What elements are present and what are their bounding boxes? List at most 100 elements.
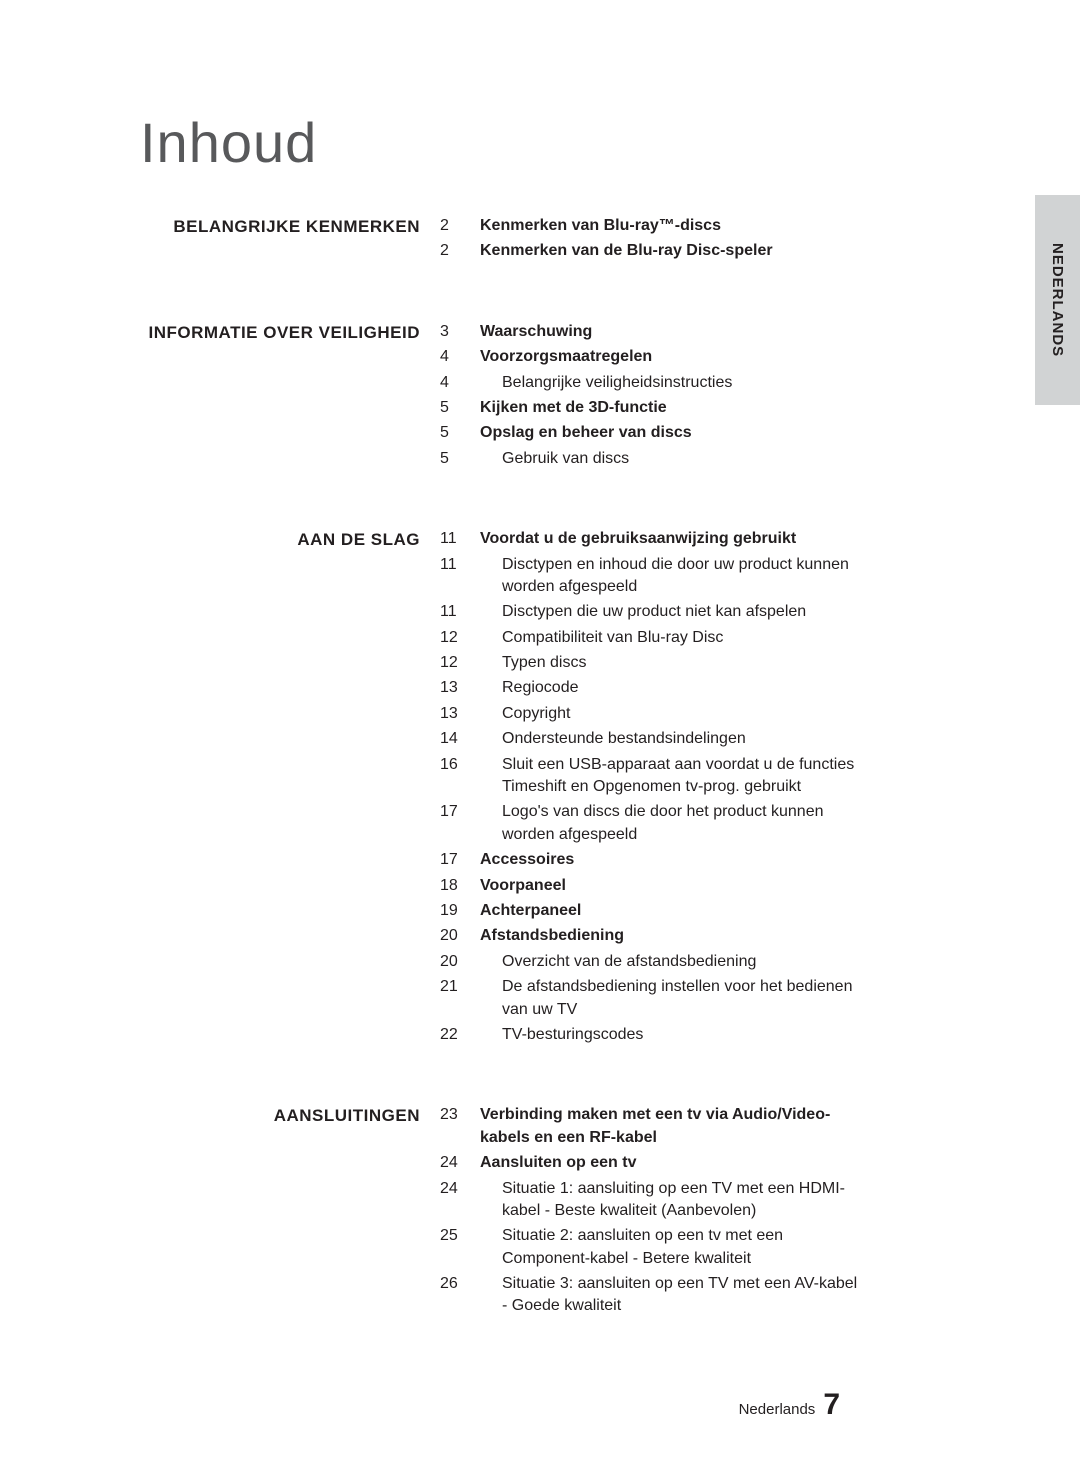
toc-entry: 5Gebruik van discs [440, 448, 990, 470]
entry-text: Disctypen die uw product niet kan afspel… [480, 601, 990, 623]
entry-text: Gebruik van discs [480, 448, 990, 470]
toc-entry: 11Disctypen en inhoud die door uw produc… [440, 554, 990, 599]
entry-page-number: 22 [440, 1024, 480, 1046]
toc-section: INFORMATIE OVER VEILIGHEID3Waarschuwing4… [140, 321, 990, 473]
toc-entry: 4Voorzorgsmaatregelen [440, 346, 990, 368]
entry-text: Logo's van discs die door het product ku… [480, 801, 990, 846]
toc-entry: 17Accessoires [440, 849, 990, 871]
section-title: AANSLUITINGEN [140, 1104, 440, 1321]
section-entries: 3Waarschuwing4Voorzorgsmaatregelen4Belan… [440, 321, 990, 473]
entry-page-number: 24 [440, 1178, 480, 1223]
toc-entry: 12Typen discs [440, 652, 990, 674]
entry-text: Kijken met de 3D-functie [480, 397, 990, 419]
entry-text: Aansluiten op een tv [480, 1152, 990, 1174]
entry-text: Afstandsbediening [480, 925, 990, 947]
toc-entry: 21De afstandsbediening instellen voor he… [440, 976, 990, 1021]
toc-entry: 20Afstandsbediening [440, 925, 990, 947]
entry-page-number: 4 [440, 372, 480, 394]
entry-text: Copyright [480, 703, 990, 725]
toc-entry: 5Kijken met de 3D-functie [440, 397, 990, 419]
entry-page-number: 2 [440, 215, 480, 237]
entry-text: Compatibiliteit van Blu-ray Disc [480, 627, 990, 649]
entry-page-number: 11 [440, 528, 480, 550]
toc-entry: 11Disctypen die uw product niet kan afsp… [440, 601, 990, 623]
entry-page-number: 11 [440, 601, 480, 623]
section-title: AAN DE SLAG [140, 528, 440, 1049]
toc-section: BELANGRIJKE KENMERKEN2Kenmerken van Blu-… [140, 215, 990, 266]
page-footer: Nederlands 7 [739, 1388, 840, 1422]
entry-page-number: 20 [440, 925, 480, 947]
toc-entry: 16Sluit een USB-apparaat aan voordat u d… [440, 754, 990, 799]
entry-text: Disctypen en inhoud die door uw product … [480, 554, 990, 599]
entry-page-number: 24 [440, 1152, 480, 1174]
entry-text: Belangrijke veiligheidsinstructies [480, 372, 990, 394]
entry-page-number: 3 [440, 321, 480, 343]
section-entries: 11Voordat u de gebruiksaanwijzing gebrui… [440, 528, 990, 1049]
entry-page-number: 18 [440, 875, 480, 897]
entry-text: Kenmerken van de Blu-ray Disc-speler [480, 240, 990, 262]
toc-section: AAN DE SLAG11Voordat u de gebruiksaanwij… [140, 528, 990, 1049]
entry-page-number: 5 [440, 448, 480, 470]
footer-page-number: 7 [823, 1388, 840, 1422]
entry-page-number: 14 [440, 728, 480, 750]
toc-entry: 12Compatibiliteit van Blu-ray Disc [440, 627, 990, 649]
entry-page-number: 5 [440, 422, 480, 444]
entry-page-number: 2 [440, 240, 480, 262]
entry-text: Sluit een USB-apparaat aan voordat u de … [480, 754, 990, 799]
toc-entry: 14Ondersteunde bestandsindelingen [440, 728, 990, 750]
entry-page-number: 17 [440, 849, 480, 871]
entry-text: Typen discs [480, 652, 990, 674]
toc-entry: 24Situatie 1: aansluiting op een TV met … [440, 1178, 990, 1223]
toc-entry: 23Verbinding maken met een tv via Audio/… [440, 1104, 990, 1149]
entry-page-number: 17 [440, 801, 480, 846]
section-title: BELANGRIJKE KENMERKEN [140, 215, 440, 266]
entry-page-number: 12 [440, 627, 480, 649]
entry-text: Overzicht van de afstandsbediening [480, 951, 990, 973]
entry-text: Situatie 1: aansluiting op een TV met ee… [480, 1178, 990, 1223]
entry-text: Regiocode [480, 677, 990, 699]
section-title: INFORMATIE OVER VEILIGHEID [140, 321, 440, 473]
language-tab: NEDERLANDS [1035, 195, 1080, 405]
entry-page-number: 13 [440, 677, 480, 699]
entry-page-number: 5 [440, 397, 480, 419]
entry-text: Situatie 2: aansluiten op een tv met een… [480, 1225, 990, 1270]
toc-entry: 4Belangrijke veiligheidsinstructies [440, 372, 990, 394]
entry-page-number: 21 [440, 976, 480, 1021]
entry-text: Opslag en beheer van discs [480, 422, 990, 444]
page-title: Inhoud [140, 110, 990, 175]
footer-language: Nederlands [739, 1401, 816, 1418]
entry-text: Voorpaneel [480, 875, 990, 897]
toc-entry: 25Situatie 2: aansluiten op een tv met e… [440, 1225, 990, 1270]
entry-text: Voorzorgsmaatregelen [480, 346, 990, 368]
entry-text: Voordat u de gebruiksaanwijzing gebruikt [480, 528, 990, 550]
entry-page-number: 23 [440, 1104, 480, 1149]
entry-page-number: 4 [440, 346, 480, 368]
toc-section: AANSLUITINGEN23Verbinding maken met een … [140, 1104, 990, 1321]
section-entries: 2Kenmerken van Blu-ray™-discs2Kenmerken … [440, 215, 990, 266]
toc-entry: 18Voorpaneel [440, 875, 990, 897]
toc-entry: 26Situatie 3: aansluiten op een TV met e… [440, 1273, 990, 1318]
section-entries: 23Verbinding maken met een tv via Audio/… [440, 1104, 990, 1321]
entry-page-number: 25 [440, 1225, 480, 1270]
entry-text: Situatie 3: aansluiten op een TV met een… [480, 1273, 990, 1318]
toc-entry: 24Aansluiten op een tv [440, 1152, 990, 1174]
entry-page-number: 19 [440, 900, 480, 922]
toc-entry: 22TV-besturingscodes [440, 1024, 990, 1046]
entry-text: Achterpaneel [480, 900, 990, 922]
toc-entry: 17Logo's van discs die door het product … [440, 801, 990, 846]
toc-entry: 2Kenmerken van Blu-ray™-discs [440, 215, 990, 237]
entry-page-number: 11 [440, 554, 480, 599]
entry-page-number: 12 [440, 652, 480, 674]
entry-page-number: 26 [440, 1273, 480, 1318]
toc-entry: 20Overzicht van de afstandsbediening [440, 951, 990, 973]
entry-text: TV-besturingscodes [480, 1024, 990, 1046]
entry-text: Accessoires [480, 849, 990, 871]
entry-text: Ondersteunde bestandsindelingen [480, 728, 990, 750]
toc-entry: 5Opslag en beheer van discs [440, 422, 990, 444]
toc-container: BELANGRIJKE KENMERKEN2Kenmerken van Blu-… [140, 215, 990, 1321]
page-root: Inhoud BELANGRIJKE KENMERKEN2Kenmerken v… [0, 0, 1080, 1477]
entry-page-number: 16 [440, 754, 480, 799]
toc-entry: 2Kenmerken van de Blu-ray Disc-speler [440, 240, 990, 262]
toc-entry: 13Copyright [440, 703, 990, 725]
entry-page-number: 13 [440, 703, 480, 725]
